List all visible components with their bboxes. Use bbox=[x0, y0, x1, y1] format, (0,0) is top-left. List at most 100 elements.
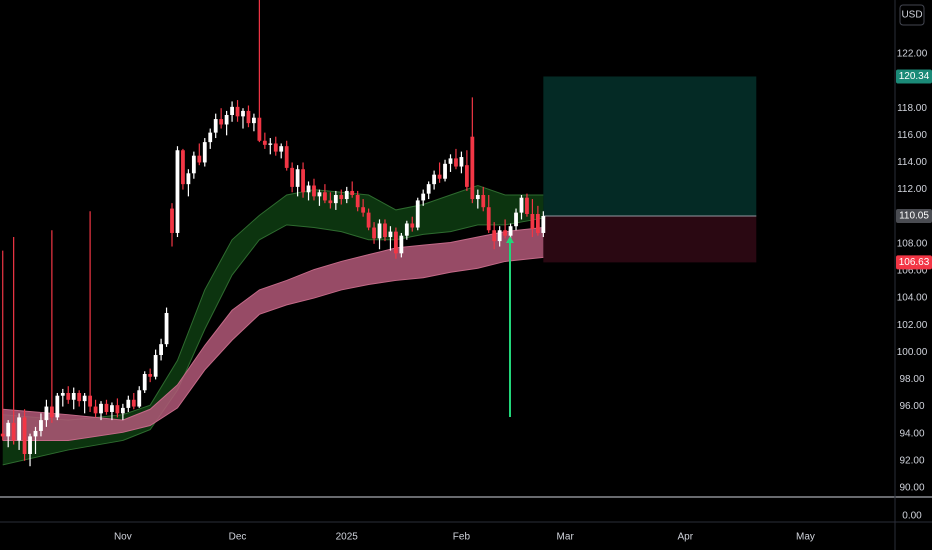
y-tick-label: 108.00 bbox=[897, 238, 928, 249]
x-tick-label: Feb bbox=[453, 532, 471, 543]
signal-arrow bbox=[506, 236, 514, 243]
candle-body bbox=[361, 207, 366, 213]
y-tick-label: 104.00 bbox=[897, 293, 928, 304]
candle-body bbox=[328, 200, 333, 204]
candle-body bbox=[372, 227, 376, 239]
candle-body bbox=[164, 312, 169, 345]
candle-body bbox=[333, 195, 338, 204]
candle-body bbox=[426, 184, 431, 194]
y-tick-label: 98.00 bbox=[899, 374, 924, 385]
candle-body bbox=[66, 392, 71, 400]
candle-body bbox=[257, 117, 262, 141]
candle-body bbox=[137, 390, 142, 407]
candle-body bbox=[49, 406, 54, 418]
candle-body bbox=[344, 190, 349, 200]
candle-body bbox=[530, 213, 535, 229]
x-tick-label: Apr bbox=[678, 532, 694, 543]
price-tag bbox=[896, 255, 932, 270]
price-tag-label: 110.05 bbox=[899, 211, 929, 222]
candle-body bbox=[219, 119, 224, 125]
candle-body bbox=[202, 142, 207, 163]
plot bbox=[0, 0, 757, 467]
candle-body bbox=[503, 230, 508, 236]
candle-body bbox=[131, 399, 136, 407]
candle-body bbox=[241, 110, 245, 117]
candle-body bbox=[475, 195, 480, 200]
candle-body bbox=[459, 157, 464, 167]
candle-body bbox=[71, 392, 76, 400]
candle-body bbox=[404, 223, 409, 236]
x-tick-label: 2025 bbox=[336, 532, 359, 543]
candle-body bbox=[312, 185, 316, 197]
candle-body bbox=[317, 192, 322, 197]
candle-body bbox=[82, 395, 87, 402]
candle-body bbox=[224, 114, 229, 125]
candle-body bbox=[126, 399, 131, 408]
candle-body bbox=[230, 106, 234, 115]
price-tag bbox=[896, 69, 932, 84]
price-tag-label: 120.34 bbox=[899, 71, 930, 82]
candle-body bbox=[252, 117, 256, 124]
candle-body bbox=[399, 235, 404, 254]
candle-body bbox=[279, 146, 284, 152]
stop-zone bbox=[543, 216, 757, 263]
candle-body bbox=[497, 230, 502, 242]
y-tick-label: 100.00 bbox=[897, 347, 928, 358]
candle-body bbox=[443, 163, 447, 179]
candle-body bbox=[153, 355, 158, 377]
candle-body bbox=[170, 208, 174, 233]
candle-body bbox=[115, 405, 120, 414]
candle-body bbox=[11, 422, 16, 441]
candle-body bbox=[377, 223, 382, 239]
candle-body bbox=[88, 395, 93, 407]
currency-box[interactable] bbox=[899, 4, 925, 26]
ribbon-upper bbox=[2, 227, 544, 421]
candle-body bbox=[142, 374, 147, 391]
target-zone bbox=[543, 76, 757, 217]
x-tick-label: Nov bbox=[114, 532, 132, 543]
candle-body bbox=[432, 174, 437, 185]
candle-body bbox=[191, 155, 196, 174]
candle-body bbox=[366, 212, 371, 228]
y-tick-label: 116.00 bbox=[897, 130, 927, 141]
candle-body bbox=[284, 146, 289, 168]
candle-body bbox=[470, 136, 475, 200]
candle-body bbox=[464, 165, 469, 187]
candle-body bbox=[28, 436, 32, 455]
currency-label: USD bbox=[901, 10, 922, 21]
candle-body bbox=[208, 132, 213, 143]
candle-body bbox=[448, 158, 453, 164]
candle-body bbox=[148, 374, 153, 377]
ribbon-lower bbox=[2, 256, 544, 441]
candle-body bbox=[268, 143, 273, 145]
candle-body bbox=[525, 197, 529, 214]
candle-body bbox=[6, 422, 11, 437]
y-tick-label: 96.00 bbox=[899, 401, 924, 412]
candle-body bbox=[181, 150, 185, 185]
candle-body bbox=[306, 185, 311, 193]
candle-body bbox=[262, 140, 267, 145]
y-tick-label: 114.00 bbox=[897, 157, 927, 168]
candle-body bbox=[60, 392, 65, 396]
candle-body bbox=[93, 406, 98, 414]
candle-body bbox=[535, 213, 540, 233]
candle-body bbox=[17, 417, 22, 441]
candle-body bbox=[519, 197, 524, 213]
candle-body bbox=[339, 195, 344, 200]
candle-body bbox=[437, 174, 442, 179]
candle-body bbox=[508, 226, 513, 236]
y-tick-label: 122.00 bbox=[897, 49, 928, 60]
candle-body bbox=[77, 392, 82, 402]
candle-body bbox=[99, 403, 103, 414]
candle-body bbox=[492, 230, 497, 242]
y-tick-label: 94.00 bbox=[899, 428, 924, 439]
candle-body bbox=[0, 433, 5, 437]
candle-body bbox=[175, 150, 180, 233]
candle-body bbox=[410, 223, 415, 228]
ribbon-lower bbox=[2, 217, 544, 466]
pane2-tick-label: 0.00 bbox=[902, 511, 922, 522]
candle-body bbox=[323, 192, 327, 201]
candle-body bbox=[383, 223, 387, 238]
